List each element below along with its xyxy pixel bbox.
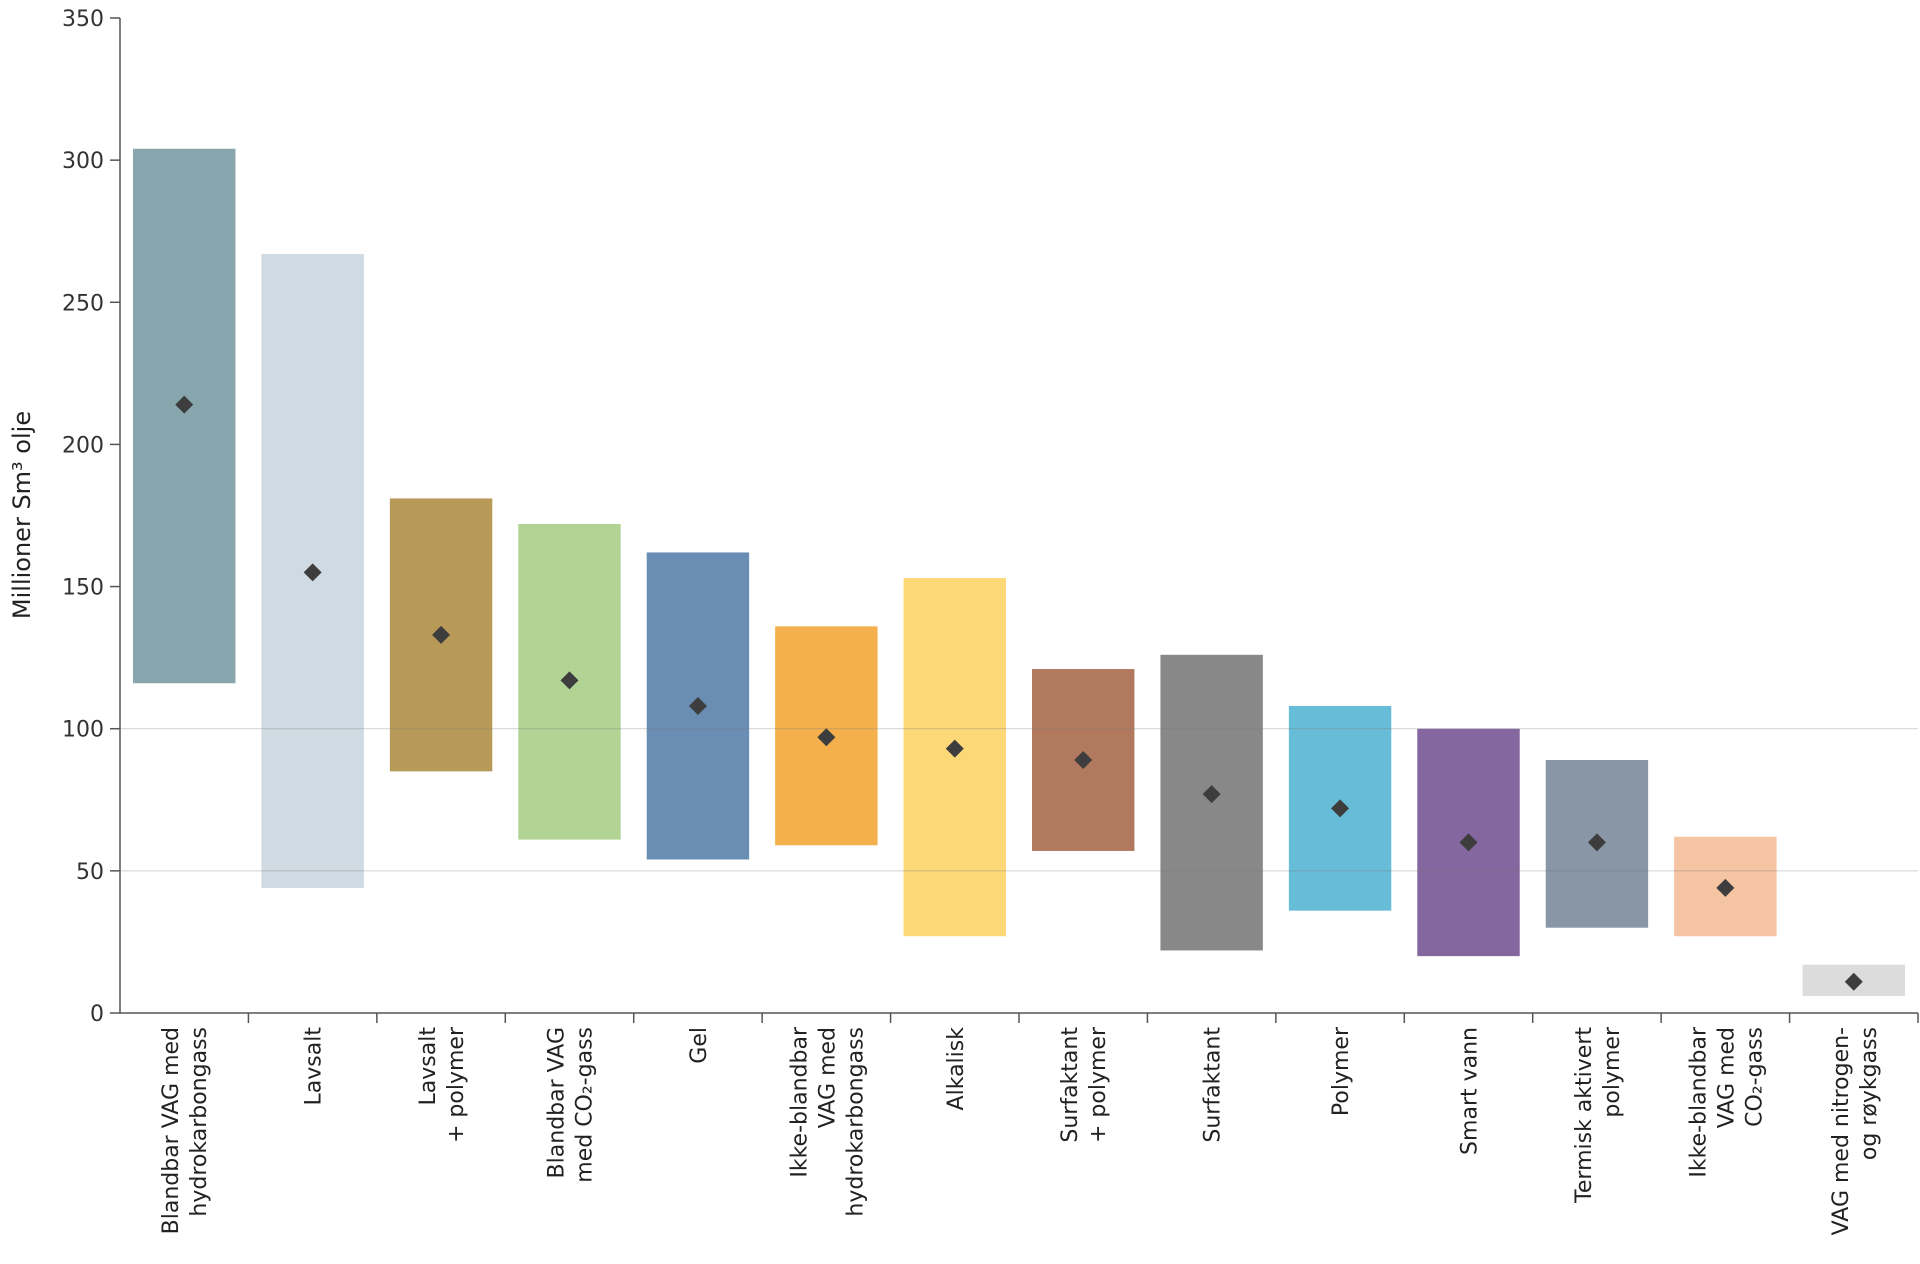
x-category-label-line: Surfaktant — [1058, 1027, 1083, 1143]
value-marker — [175, 395, 194, 414]
value-marker — [945, 739, 964, 758]
x-category-label: Blandbar VAG med hydrokarbongass — [159, 1027, 212, 1234]
x-category-label-line: hydrokarbongass — [843, 1027, 868, 1217]
value-marker — [1844, 972, 1863, 991]
x-category-label-line: Lavsalt — [302, 1027, 327, 1106]
x-category-label-line: Lavsalt — [416, 1027, 441, 1106]
y-tick-label: 0 — [90, 1002, 104, 1027]
x-category-label: Termisk aktivert polymer — [1572, 1026, 1625, 1204]
x-category-label: Ikke-blandbar VAG med hydrokarbongass — [787, 1026, 868, 1217]
x-category-label-line: Polymer — [1329, 1026, 1354, 1116]
y-tick-label: 50 — [76, 860, 104, 885]
value-marker — [432, 625, 451, 644]
x-category-label-line: Surfaktant — [1201, 1027, 1226, 1143]
x-axis: Blandbar VAG med hydrokarbongass Lavsalt La… — [120, 1012, 1919, 1235]
x-category-label-line: Blandbar VAG — [545, 1027, 570, 1178]
x-category-label-line: polymer — [1600, 1026, 1625, 1118]
x-category-label: Surfaktant — [1201, 1027, 1226, 1143]
x-category-label: Smart vann — [1458, 1027, 1483, 1155]
value-marker — [688, 696, 707, 715]
y-tick-label: 100 — [62, 718, 104, 743]
x-category-label-line: VAG med nitrogen- — [1829, 1027, 1854, 1235]
x-category-label-line: Smart vann — [1458, 1027, 1483, 1155]
x-category-label-line: Ikke-blandbar — [787, 1026, 812, 1178]
x-category-label-line: hydrokarbongass — [187, 1027, 212, 1217]
x-category-label-line: Gel — [687, 1027, 712, 1064]
x-category-label: Blandbar VAG med CO₂-gass — [545, 1027, 598, 1183]
x-category-label-line: Blandbar VAG med — [159, 1027, 184, 1234]
y-tick-label: 250 — [62, 291, 104, 316]
x-category-label-line: + polymer — [444, 1026, 469, 1143]
y-tick-label: 200 — [62, 433, 104, 458]
y-axis: 0 50 100 150 200 250 300 350 — [62, 7, 121, 1027]
y-axis-title: Millioner Sm³ olje — [8, 411, 36, 619]
x-category-label: Ikke-blandbar VAG med CO₂-gass — [1686, 1026, 1767, 1178]
value-marker — [303, 563, 322, 582]
plot-area — [120, 148, 1918, 996]
value-marker — [817, 728, 836, 747]
x-category-label-line: Alkalisk — [944, 1027, 969, 1111]
value-marker — [1074, 750, 1093, 769]
y-tick-label: 150 — [62, 576, 104, 601]
x-category-label: Lavsalt — [302, 1027, 327, 1106]
x-category-label-line: VAG med — [815, 1027, 840, 1128]
x-category-label: Gel — [687, 1027, 712, 1064]
x-category-label: Surfaktant + polymer — [1058, 1026, 1111, 1143]
x-category-label-line: og røykgass — [1857, 1027, 1882, 1160]
value-marker — [1587, 833, 1606, 852]
value-marker — [1202, 785, 1221, 804]
x-category-label: Lavsalt + polymer — [416, 1026, 469, 1143]
value-marker — [1459, 833, 1478, 852]
value-marker — [560, 671, 579, 690]
x-category-label-line: med CO₂-gass — [573, 1027, 598, 1183]
x-category-label-line: CO₂-gass — [1742, 1027, 1767, 1127]
x-category-label-line: + polymer — [1086, 1026, 1111, 1143]
x-category-label-line: Termisk aktivert — [1572, 1027, 1597, 1204]
x-category-label-line: VAG med — [1714, 1027, 1739, 1128]
y-tick-label: 350 — [62, 7, 104, 32]
x-category-label: Alkalisk — [944, 1027, 969, 1111]
range-bar — [133, 148, 236, 684]
x-category-label-line: Ikke-blandbar — [1686, 1026, 1711, 1178]
x-category-label: VAG med nitrogen-og røykgass — [1829, 1027, 1882, 1235]
value-marker — [1716, 878, 1735, 897]
value-marker — [1331, 799, 1350, 818]
x-category-label: Polymer — [1329, 1026, 1354, 1116]
y-tick-label: 300 — [62, 149, 104, 174]
